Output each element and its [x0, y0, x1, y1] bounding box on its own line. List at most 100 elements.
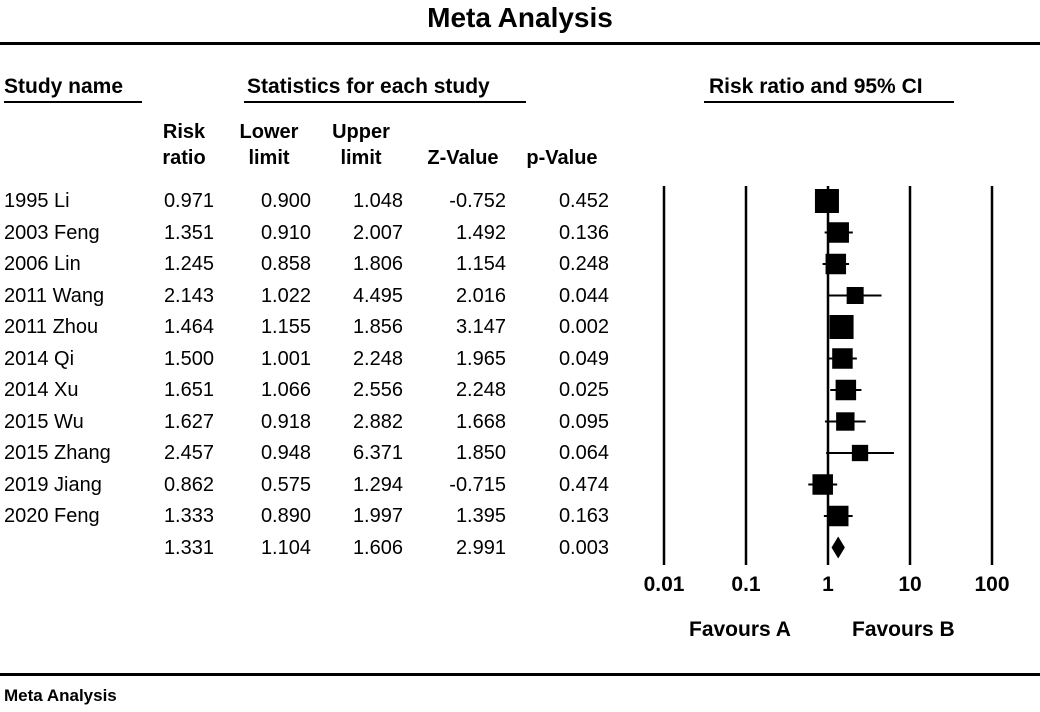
col-risk-ratio: Risk ratio — [162, 121, 206, 169]
study-effect-marker — [827, 505, 849, 527]
study-effect-marker — [835, 379, 857, 401]
upper-cell: 1.997 — [352, 505, 403, 527]
study-effect-marker — [832, 348, 853, 369]
header-forest: Risk ratio and 95% CI — [709, 75, 923, 98]
p-cell: 0.248 — [558, 253, 609, 275]
upper-cell: 1.048 — [352, 190, 403, 212]
lower-cell: 1.155 — [260, 316, 311, 338]
study-name-cell: 2020 Feng — [4, 505, 100, 527]
study-effect-marker — [851, 444, 869, 462]
rr-cell: 1.627 — [163, 410, 214, 433]
summary-diamond — [831, 536, 845, 559]
p-cell: 0.136 — [558, 221, 609, 244]
favours-b-label: Favours B — [852, 618, 955, 641]
z-cell: 1.668 — [455, 410, 506, 433]
z-cell: -0.752 — [449, 190, 506, 212]
z-cell: 1.492 — [455, 221, 506, 244]
favours-a-label: Favours A — [689, 618, 791, 641]
col-z-value: Z-Value — [427, 147, 499, 169]
upper-cell: 2.882 — [352, 410, 403, 433]
study-effect-marker — [829, 315, 854, 339]
upper-cell: 1.806 — [352, 253, 403, 275]
z-cell: 1.395 — [455, 505, 506, 527]
lower-cell: 0.890 — [260, 505, 311, 527]
p-cell: 0.025 — [558, 379, 609, 401]
study-effect-marker — [828, 222, 849, 243]
header-statistics-underline — [244, 101, 526, 103]
axis-tick-label: 1 — [822, 573, 834, 596]
lower-cell: 0.948 — [260, 442, 311, 464]
upper-cell: 1.294 — [352, 473, 403, 496]
p-cell: 0.064 — [558, 442, 609, 464]
p-cell: 0.452 — [558, 190, 609, 212]
rr-cell: 2.143 — [163, 284, 214, 307]
lower-cell: 1.001 — [260, 347, 311, 370]
p-cell: 0.095 — [558, 410, 609, 433]
col-lower-limit: Lower limit — [239, 121, 299, 169]
study-effect-marker — [846, 287, 864, 304]
lower-cell: 0.858 — [260, 253, 311, 275]
lower-cell: 0.918 — [260, 410, 311, 433]
study-name-cell: 2014 Xu — [4, 379, 79, 401]
z-cell: 2.016 — [455, 284, 506, 307]
z-cell: 3.147 — [455, 316, 506, 338]
summary-lower-cell: 1.104 — [260, 536, 311, 559]
p-cell: 0.002 — [558, 316, 609, 338]
page-title: Meta Analysis — [427, 2, 613, 33]
rr-cell: 1.651 — [163, 379, 214, 401]
upper-cell: 2.248 — [352, 347, 403, 370]
rr-cell: 1.351 — [163, 221, 214, 244]
summary-z-cell: 2.991 — [455, 536, 506, 559]
rr-cell: 1.464 — [163, 316, 214, 338]
study-effect-marker — [836, 412, 855, 431]
rr-cell: 0.971 — [163, 190, 214, 212]
study-name-cell: 1995 Li — [4, 190, 70, 212]
rr-cell: 1.500 — [163, 347, 214, 370]
upper-cell: 4.495 — [352, 284, 403, 307]
study-effect-marker — [814, 189, 839, 213]
lower-cell: 1.066 — [260, 379, 311, 401]
lower-cell: 0.910 — [260, 221, 311, 244]
summary-p-cell: 0.003 — [558, 536, 609, 559]
z-cell: 1.850 — [455, 442, 506, 464]
z-cell: 1.965 — [455, 347, 506, 370]
upper-cell: 1.856 — [352, 316, 403, 338]
top-divider — [0, 42, 1040, 45]
header-study-name-underline — [4, 101, 142, 103]
rr-cell: 1.245 — [163, 253, 214, 275]
p-cell: 0.474 — [558, 473, 609, 496]
z-cell: 1.154 — [455, 253, 506, 275]
study-name-cell: 2006 Lin — [4, 253, 81, 275]
lower-cell: 0.900 — [260, 190, 311, 212]
study-name-cell: 2011 Zhou — [4, 316, 99, 338]
rr-cell: 0.862 — [163, 473, 214, 496]
rr-cell: 1.333 — [163, 505, 214, 527]
summary-rr-cell: 1.331 — [163, 536, 214, 559]
upper-cell: 2.556 — [352, 379, 403, 401]
axis-tick-label: 100 — [974, 573, 1010, 596]
study-name-cell: 2003 Feng — [4, 221, 100, 244]
study-name-cell: 2015 Zhang — [4, 442, 111, 464]
header-forest-underline — [704, 101, 954, 103]
axis-tick-label: 10 — [898, 573, 922, 596]
z-cell: -0.715 — [449, 473, 506, 496]
study-name-cell: 2019 Jiang — [4, 473, 102, 496]
z-cell: 2.248 — [455, 379, 506, 401]
axis-tick-label: 0.1 — [731, 573, 761, 596]
p-cell: 0.044 — [558, 284, 609, 307]
study-effect-marker — [812, 474, 833, 495]
upper-cell: 2.007 — [352, 221, 403, 244]
upper-cell: 6.371 — [352, 442, 403, 464]
lower-cell: 1.022 — [260, 284, 311, 307]
p-cell: 0.163 — [558, 505, 609, 527]
p-cell: 0.049 — [558, 347, 609, 370]
summary-upper-cell: 1.606 — [352, 536, 403, 559]
footer-title: Meta Analysis — [4, 686, 117, 705]
study-name-cell: 2015 Wu — [4, 410, 84, 433]
bottom-divider — [0, 673, 1040, 676]
rr-cell: 2.457 — [163, 442, 214, 464]
header-study-name: Study name — [4, 75, 124, 98]
col-upper-limit: Upper limit — [332, 121, 390, 169]
study-name-cell: 2014 Qi — [4, 347, 75, 370]
